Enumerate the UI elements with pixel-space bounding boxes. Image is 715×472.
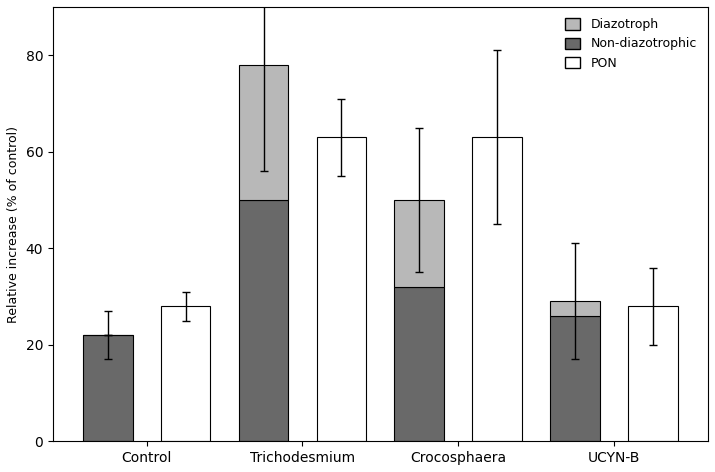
Y-axis label: Relative increase (% of control): Relative increase (% of control) bbox=[7, 126, 20, 323]
Bar bbox=[395, 200, 445, 287]
Bar bbox=[473, 137, 523, 441]
Bar bbox=[83, 335, 132, 441]
Bar bbox=[551, 316, 601, 441]
Bar bbox=[239, 200, 288, 441]
Bar bbox=[551, 301, 601, 316]
Bar bbox=[239, 65, 288, 200]
Legend: Diazotroph, Non-diazotrophic, PON: Diazotroph, Non-diazotrophic, PON bbox=[561, 13, 702, 75]
Bar bbox=[395, 287, 445, 441]
Bar bbox=[317, 137, 366, 441]
Bar bbox=[628, 306, 679, 441]
Bar bbox=[161, 306, 210, 441]
